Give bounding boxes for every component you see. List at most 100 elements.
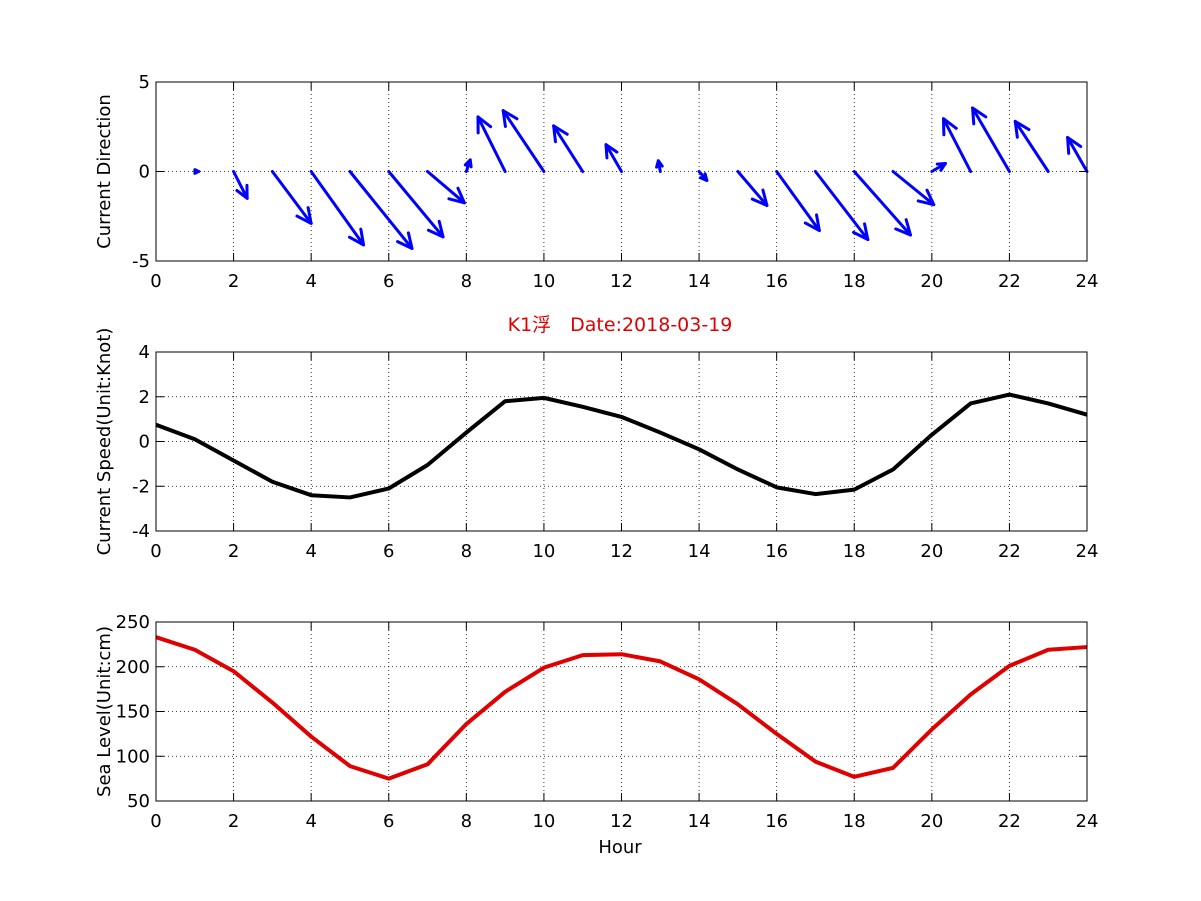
current-arrow bbox=[697, 170, 709, 182]
current-speed-x-tick-label: 18 bbox=[843, 541, 866, 562]
sea-level-x-tick-label: 10 bbox=[532, 811, 555, 832]
sea-level-y-axis-label: Sea Level(Unit:cm) bbox=[94, 626, 115, 797]
current-arrow-head bbox=[295, 206, 313, 225]
current-direction-x-tick-label: 12 bbox=[610, 271, 633, 292]
current-speed-x-tick-label: 14 bbox=[688, 541, 711, 562]
current-arrow-head bbox=[463, 158, 473, 169]
current-speed-x-tick-label: 10 bbox=[532, 541, 555, 562]
current-arrow bbox=[941, 117, 973, 173]
current-arrow-shaft bbox=[852, 170, 912, 237]
current-arrow bbox=[426, 170, 466, 205]
current-arrow-head bbox=[916, 188, 936, 207]
current-speed-x-tick-label: 6 bbox=[383, 541, 394, 562]
sea-level-x-tick-label: 2 bbox=[228, 811, 239, 832]
current-arrow-shaft bbox=[813, 170, 870, 242]
current-arrow bbox=[736, 170, 769, 208]
current-arrow bbox=[971, 106, 1011, 173]
sea-level-plot-area bbox=[156, 622, 1087, 801]
current-arrow-head bbox=[604, 143, 619, 160]
current-speed-y-tick-label: 4 bbox=[139, 342, 150, 363]
sea-level-x-tick-label: 0 bbox=[150, 811, 161, 832]
sea-level-y-tick-label: 50 bbox=[127, 791, 150, 812]
current-direction-x-tick-label: 8 bbox=[461, 271, 472, 292]
current-speed-x-tick-label: 4 bbox=[305, 541, 316, 562]
current-speed-x-tick-label: 8 bbox=[461, 541, 472, 562]
current-arrow bbox=[655, 159, 664, 173]
current-direction-y-axis-label: Current Direction bbox=[94, 94, 115, 249]
figure-title: K1浮 Date:2018-03-19 bbox=[508, 314, 733, 336]
current-arrow bbox=[930, 161, 947, 173]
current-speed-x-tick-label: 2 bbox=[228, 541, 239, 562]
sea-level-y-tick-label: 250 bbox=[116, 612, 150, 633]
current-arrow bbox=[476, 115, 507, 173]
current-speed-y-tick-label: -2 bbox=[132, 476, 150, 497]
current-speed-series-line bbox=[155, 392, 1088, 500]
current-arrow bbox=[193, 168, 201, 175]
current-arrow bbox=[891, 170, 936, 207]
current-arrow bbox=[1013, 119, 1050, 173]
current-arrow-head bbox=[476, 115, 493, 135]
sea-level-x-tick-label: 4 bbox=[305, 811, 316, 832]
sea-level-x-tick-label: 6 bbox=[383, 811, 394, 832]
current-arrow-shaft bbox=[387, 170, 445, 239]
current-arrow-head bbox=[750, 188, 769, 208]
current-arrow-shaft bbox=[501, 109, 546, 173]
current-speed-x-tick-label: 12 bbox=[610, 541, 633, 562]
sea-level-x-tick-label: 24 bbox=[1076, 811, 1099, 832]
current-arrow-head bbox=[447, 186, 466, 205]
current-speed-x-tick-label: 22 bbox=[998, 541, 1021, 562]
current-arrow-head bbox=[501, 109, 519, 128]
current-arrow-shaft bbox=[604, 143, 623, 173]
current-speed-y-axis-label: Current Speed(Unit:Knot) bbox=[94, 328, 115, 556]
current-arrow bbox=[852, 170, 912, 237]
current-arrow-shaft bbox=[775, 170, 821, 233]
current-arrow-head bbox=[941, 117, 958, 137]
current-speed-y-tick-label: -4 bbox=[132, 521, 150, 542]
sea-level-y-tick-label: 200 bbox=[116, 657, 150, 678]
current-direction-x-tick-label: 18 bbox=[843, 271, 866, 292]
current-arrow-shaft bbox=[1013, 119, 1050, 173]
current-arrow-shaft bbox=[736, 170, 769, 208]
current-arrow-head bbox=[971, 106, 988, 126]
current-arrow bbox=[348, 170, 414, 250]
current-direction-x-tick-label: 16 bbox=[765, 271, 788, 292]
current-speed-x-tick-label: 24 bbox=[1076, 541, 1099, 562]
current-direction-x-tick-label: 10 bbox=[532, 271, 555, 292]
current-arrow-shaft bbox=[348, 170, 414, 250]
current-arrow-shaft bbox=[971, 106, 1011, 173]
current-direction-x-tick-label: 6 bbox=[383, 271, 394, 292]
current-arrow bbox=[463, 158, 473, 173]
sea-level-x-tick-label: 16 bbox=[765, 811, 788, 832]
x-axis-label: Hour bbox=[598, 837, 642, 858]
sea-level-x-tick-label: 14 bbox=[688, 811, 711, 832]
current-direction-x-tick-label: 22 bbox=[998, 271, 1021, 292]
current-arrow-head bbox=[803, 213, 821, 233]
current-direction-x-tick-label: 14 bbox=[688, 271, 711, 292]
current-arrow bbox=[552, 124, 585, 173]
current-arrow bbox=[309, 170, 366, 247]
current-direction-axes-frame bbox=[155, 81, 1088, 262]
current-arrow bbox=[813, 170, 870, 242]
current-arrow-shaft bbox=[1066, 135, 1089, 173]
sea-level-x-tick-label: 12 bbox=[610, 811, 633, 832]
current-arrow bbox=[1066, 135, 1089, 173]
current-arrow bbox=[270, 170, 313, 225]
current-arrow-head bbox=[655, 159, 664, 169]
sea-level-axes-frame bbox=[155, 621, 1088, 802]
current-arrow-shaft bbox=[309, 170, 366, 247]
current-arrow-head bbox=[935, 161, 947, 172]
current-speed-y-tick-label: 2 bbox=[139, 387, 150, 408]
sea-level-y-tick-label: 150 bbox=[116, 702, 150, 723]
sea-level-y-tick-label: 100 bbox=[116, 746, 150, 767]
current-arrow-head bbox=[1013, 119, 1031, 139]
current-arrow-shaft bbox=[476, 115, 507, 173]
current-arrow-head bbox=[894, 218, 912, 237]
current-arrow bbox=[501, 109, 546, 173]
current-arrow bbox=[387, 170, 445, 239]
current-arrow-head bbox=[396, 231, 414, 250]
current-arrow-shaft bbox=[426, 170, 466, 205]
current-arrow-head bbox=[193, 168, 201, 175]
